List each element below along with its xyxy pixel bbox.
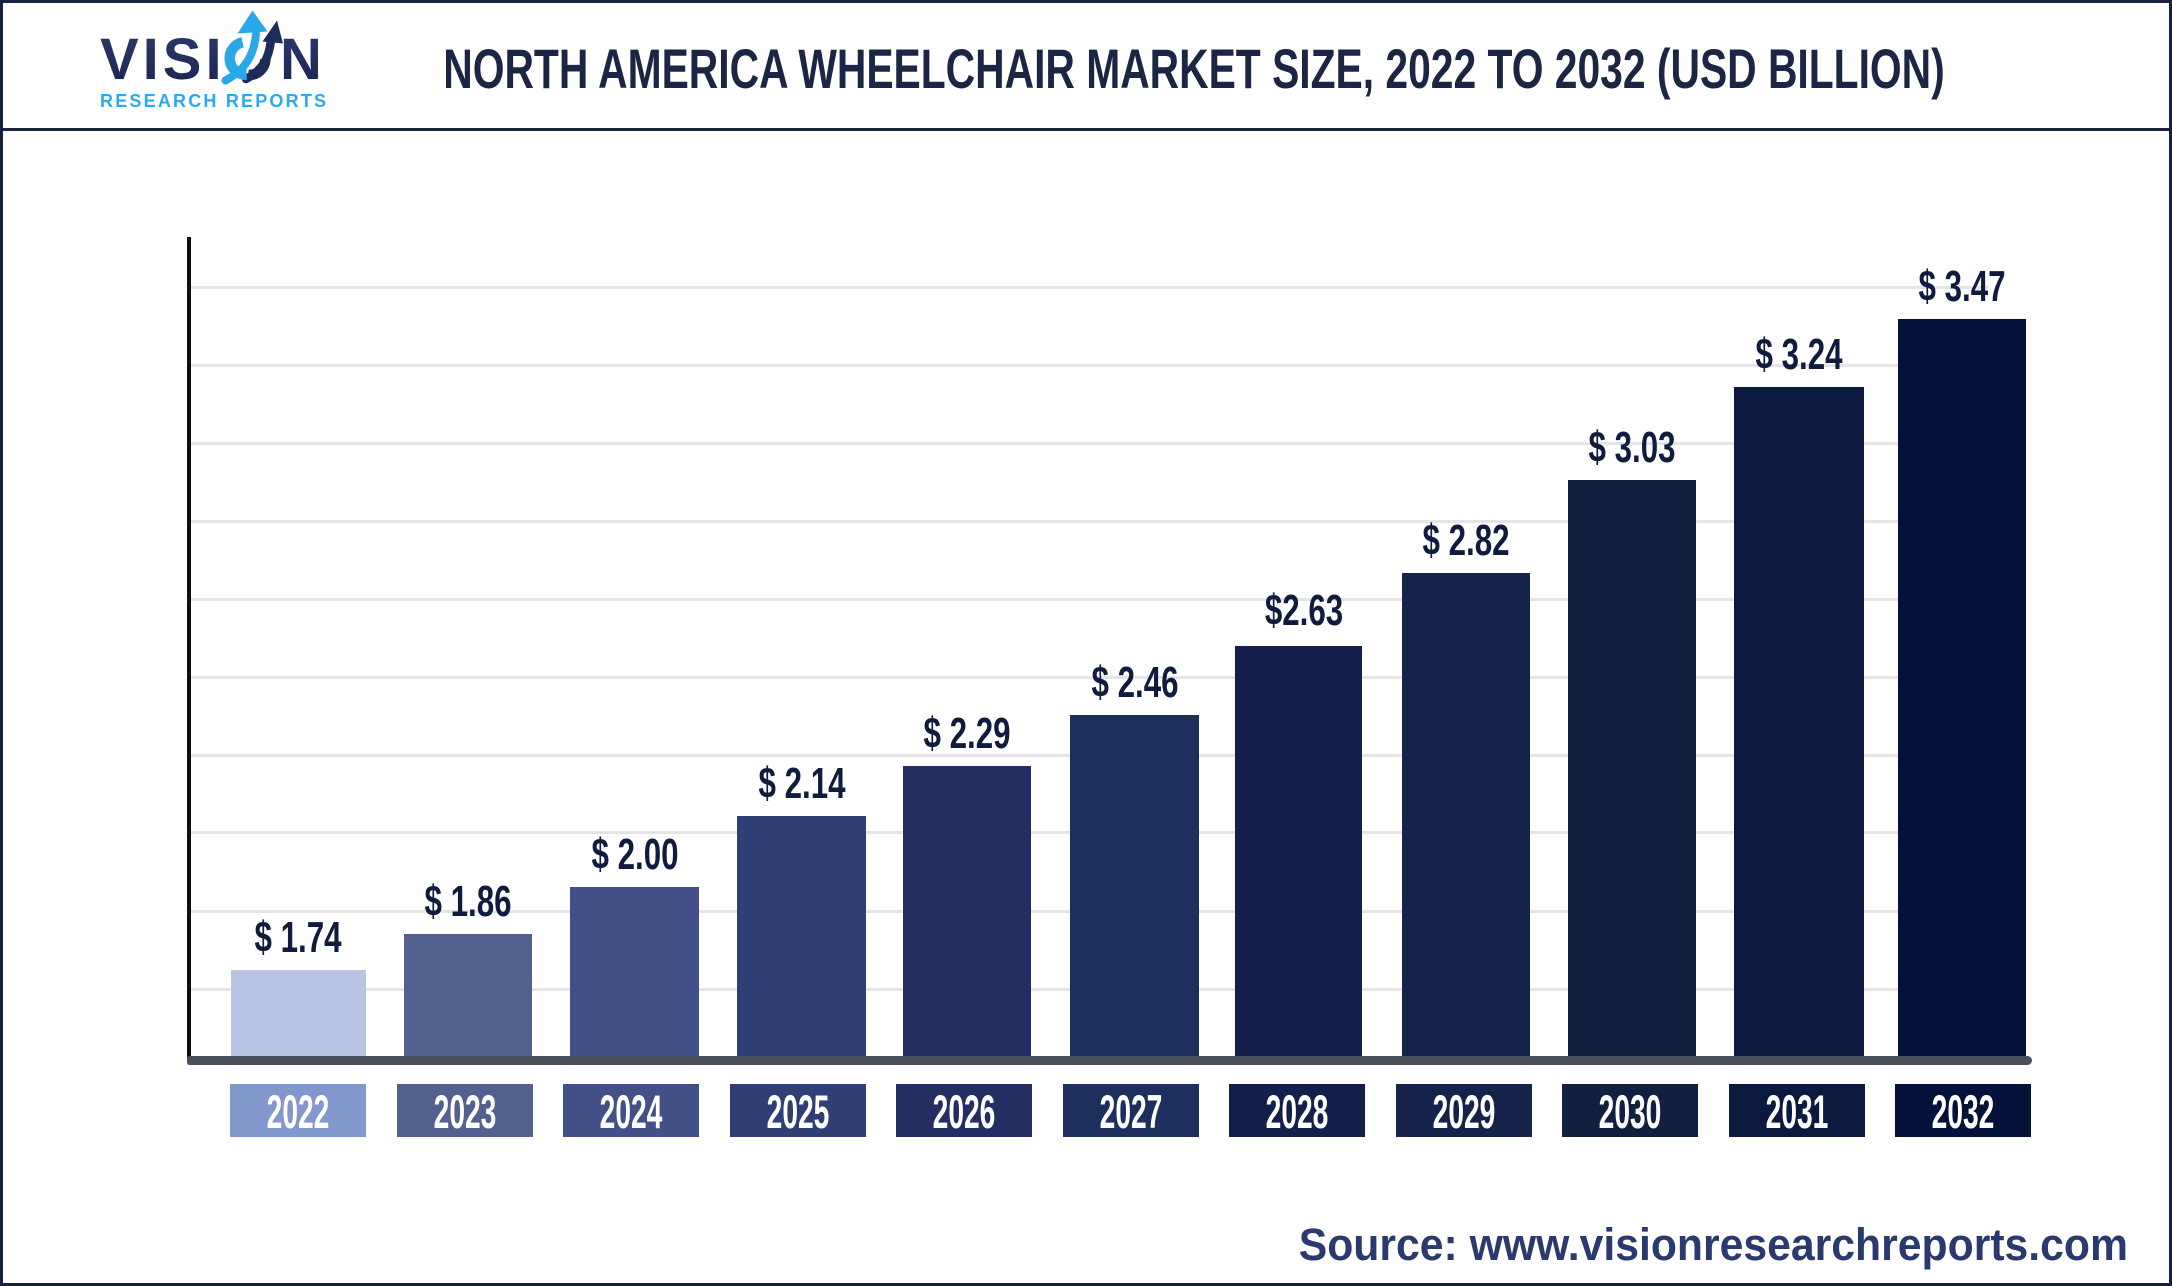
svg-text:VISI: VISI [100,27,226,92]
svg-text:N: N [280,27,322,92]
svg-text:RESEARCH REPORTS: RESEARCH REPORTS [100,91,328,111]
